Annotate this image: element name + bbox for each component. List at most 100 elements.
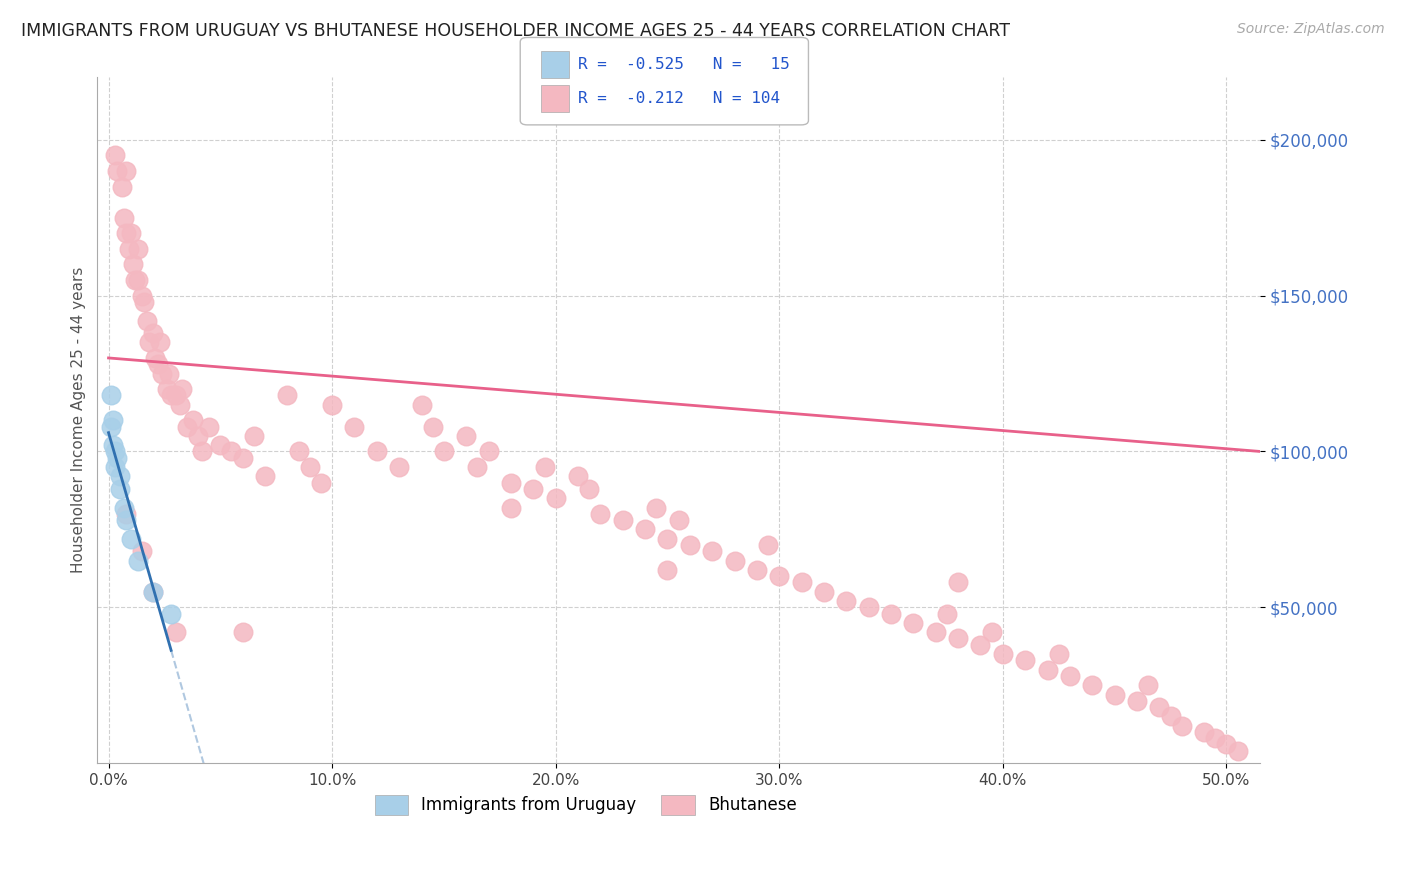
Point (467, 460, 489, 475)
Point (104, 148, 127, 162)
Point (835, 594, 858, 608)
Point (991, 647, 1014, 661)
Point (142, 584, 165, 599)
Point (115, 227, 138, 241)
Point (1226, 744, 1249, 758)
Point (411, 398, 433, 412)
Point (115, 507, 138, 521)
Point (1149, 700, 1171, 714)
Point (544, 491, 567, 506)
Point (165, 388, 187, 402)
Point (1137, 678, 1160, 692)
Point (946, 632, 969, 646)
Point (232, 450, 254, 465)
Point (254, 469, 277, 483)
Point (169, 398, 191, 412)
Point (657, 563, 679, 577)
Point (120, 532, 142, 546)
Point (160, 388, 183, 402)
Point (156, 382, 179, 396)
Point (946, 575, 969, 590)
Point (198, 419, 221, 434)
Point (522, 482, 544, 496)
Point (612, 513, 634, 527)
Point (1160, 709, 1182, 723)
Point (115, 513, 138, 527)
Point (756, 538, 779, 552)
Point (1215, 738, 1237, 752)
Legend: Immigrants from Uruguay, Bhutanese: Immigrants from Uruguay, Bhutanese (366, 787, 806, 823)
Point (124, 273, 146, 287)
Point (1192, 725, 1215, 739)
Point (104, 460, 127, 475)
Point (813, 584, 835, 599)
Point (127, 242, 149, 256)
Point (145, 351, 167, 365)
Point (142, 326, 165, 340)
Point (100, 388, 122, 402)
Point (298, 460, 321, 475)
Text: R =  -0.212   N = 104: R = -0.212 N = 104 (578, 91, 780, 105)
Point (1126, 694, 1149, 708)
Point (679, 538, 702, 552)
Point (858, 600, 880, 615)
Point (172, 382, 194, 396)
Point (723, 553, 745, 567)
Point (209, 438, 232, 452)
Point (135, 313, 157, 327)
Point (1014, 653, 1036, 667)
Point (925, 625, 948, 640)
Point (499, 500, 522, 515)
Point (309, 475, 332, 490)
Point (589, 507, 612, 521)
Point (165, 625, 187, 640)
Text: IMMIGRANTS FROM URUGUAY VS BHUTANESE HOUSEHOLDER INCOME AGES 25 - 44 YEARS CORRE: IMMIGRANTS FROM URUGUAY VS BHUTANESE HOU… (21, 22, 1010, 40)
Point (221, 444, 243, 458)
Point (149, 335, 172, 350)
Point (936, 607, 959, 621)
Point (183, 413, 205, 427)
Point (131, 288, 153, 302)
Point (108, 469, 131, 483)
Point (232, 625, 254, 640)
Point (668, 513, 690, 527)
Point (745, 563, 768, 577)
Point (578, 482, 600, 496)
Point (880, 607, 903, 621)
Point (127, 273, 149, 287)
Point (1104, 688, 1126, 702)
Y-axis label: Householder Income Ages 25 - 44 years: Householder Income Ages 25 - 44 years (72, 267, 86, 574)
Point (108, 482, 131, 496)
Point (1036, 663, 1059, 677)
Point (478, 444, 501, 458)
Point (122, 257, 145, 271)
Point (768, 569, 790, 583)
Text: R =  -0.525   N =   15: R = -0.525 N = 15 (578, 57, 790, 71)
Point (634, 522, 657, 536)
Point (433, 444, 456, 458)
Point (127, 553, 149, 567)
Point (176, 419, 198, 434)
Point (134, 294, 156, 309)
Point (366, 444, 388, 458)
Point (191, 444, 214, 458)
Point (388, 460, 411, 475)
Point (157, 367, 180, 381)
Point (142, 584, 165, 599)
Point (1047, 647, 1070, 661)
Point (1081, 678, 1104, 692)
Point (645, 500, 668, 515)
Point (321, 398, 343, 412)
Point (969, 638, 991, 652)
Text: Source: ZipAtlas.com: Source: ZipAtlas.com (1237, 22, 1385, 37)
Point (567, 469, 589, 483)
Point (146, 357, 169, 371)
Point (702, 544, 724, 558)
Point (112, 211, 135, 225)
Point (131, 544, 153, 558)
Point (150, 367, 173, 381)
Point (422, 419, 444, 434)
Point (980, 625, 1002, 640)
Point (1170, 719, 1192, 733)
Point (790, 575, 813, 590)
